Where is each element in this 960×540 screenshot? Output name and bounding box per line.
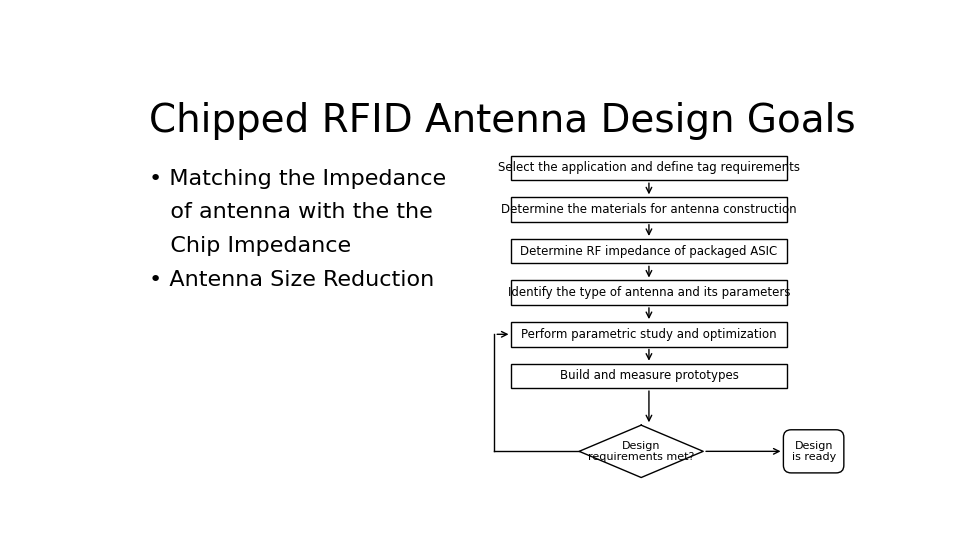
Text: Chipped RFID Antenna Design Goals: Chipped RFID Antenna Design Goals [150,102,856,140]
Text: Determine the materials for antenna construction: Determine the materials for antenna cons… [501,203,797,216]
Text: Select the application and define tag requirements: Select the application and define tag re… [498,161,800,174]
FancyBboxPatch shape [512,156,786,180]
FancyBboxPatch shape [512,363,786,388]
Text: Perform parametric study and optimization: Perform parametric study and optimizatio… [521,328,777,341]
FancyBboxPatch shape [512,239,786,264]
Text: Design
requirements met?: Design requirements met? [588,441,694,462]
Text: Build and measure prototypes: Build and measure prototypes [560,369,738,382]
Text: • Matching the Impedance
   of antenna with the the
   Chip Impedance
• Antenna : • Matching the Impedance of antenna with… [150,168,446,289]
Text: Design
is ready: Design is ready [791,441,836,462]
FancyBboxPatch shape [512,280,786,305]
Text: Determine RF impedance of packaged ASIC: Determine RF impedance of packaged ASIC [520,245,778,258]
FancyBboxPatch shape [783,430,844,473]
Text: Identify the type of antenna and its parameters: Identify the type of antenna and its par… [508,286,790,299]
FancyBboxPatch shape [512,322,786,347]
FancyBboxPatch shape [512,197,786,222]
